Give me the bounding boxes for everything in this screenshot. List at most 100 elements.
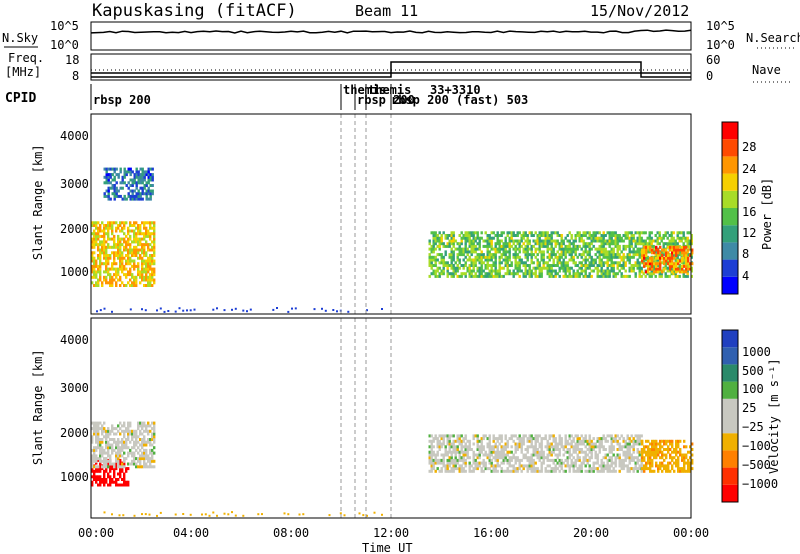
- velocity-echo-cell-ground-1643: [328, 514, 331, 517]
- velocity-echo-cell-58: [109, 480, 112, 484]
- power-echo-cell-809: [450, 255, 453, 259]
- power-echo-cell-1626: [594, 231, 597, 235]
- velocity-echo-cell-146: [95, 438, 98, 441]
- power-echo-cell-2118: [680, 261, 683, 265]
- velocity-echo-cell-1571: [679, 467, 682, 471]
- power-echo-cell-1562: [584, 269, 587, 273]
- velocity-echo-cell-55: [107, 461, 110, 465]
- velocity-echo-cell-ground-1633: [227, 513, 230, 516]
- power-echo-cell-1846: [632, 264, 635, 267]
- power-echo-cell-1111: [502, 244, 505, 248]
- power-echo-cell-1825: [628, 253, 631, 257]
- power-echo-cell-139: [107, 245, 110, 249]
- power-echo-cell-36: [95, 281, 98, 285]
- power-echo-cell-2078: [672, 231, 675, 235]
- power-echo-cell-933: [472, 258, 475, 262]
- velocity-echo-cell-339: [133, 451, 136, 455]
- power-echo-cell-1020: [486, 234, 489, 237]
- power-echo-cell-172: [111, 229, 114, 233]
- velocity-echo-cell-527: [442, 456, 445, 460]
- power-echo-cell-1285: [534, 247, 537, 251]
- velocity-echo-cell-857: [516, 469, 519, 473]
- velocity-echo-cell-268: [117, 424, 120, 428]
- velocity-echo-cell-1580: [681, 453, 684, 457]
- velocity-echo-cell-ground-1640: [287, 513, 290, 516]
- velocity-echo-cell-490: [432, 437, 435, 441]
- power-echo-cell-2176: [690, 239, 693, 243]
- power-cbtick-3: 16: [742, 205, 756, 219]
- power-echo-cell-1532: [578, 253, 581, 257]
- velocity-echo-cell-247: [115, 459, 118, 463]
- velocity-echo-cell-539: [444, 445, 447, 449]
- velocity-echo-cell-898: [526, 464, 529, 468]
- velocity-echo-cell-200: [105, 459, 108, 463]
- velocity-echo-cell-1222: [598, 450, 601, 454]
- velocity-echo-cell-1309: [618, 453, 621, 457]
- power-echo-cell-1669: [602, 264, 605, 267]
- power-echo-cell-1795: [622, 255, 625, 259]
- velocity-echo-cell-474: [430, 456, 433, 460]
- velocity-echo-cell-12: [95, 480, 98, 484]
- velocity-echo-cell-1160: [584, 458, 587, 462]
- power-echo-cell-987: [480, 250, 483, 254]
- power-echo-cell-610: [133, 181, 136, 185]
- velocity-echo-cell-194: [103, 435, 106, 439]
- velocity-echo-cell-66: [111, 478, 114, 481]
- velocity-echo-cell-805: [502, 448, 505, 451]
- power-echo-cell-774: [442, 255, 445, 259]
- xaxis-label: Time UT: [362, 541, 413, 554]
- velocity-echo-cell-751: [492, 467, 495, 471]
- power-echo-cell-345: [135, 254, 138, 257]
- power-echo-cell-80: [99, 243, 102, 247]
- power-echo-cell-68: [99, 278, 102, 282]
- power-echo-cell-1664: [600, 236, 603, 240]
- power-echo-cell-1050: [492, 264, 495, 267]
- velocity-echo-cell-860: [516, 456, 519, 460]
- power-echo-cell-2029: [664, 231, 667, 235]
- velocity-echo-cell-277: [119, 421, 122, 425]
- velocity-echo-cell-ground-1630: [212, 511, 215, 514]
- x-axis: 00:00 04:00 08:00 12:00 16:00 20:00 00:0…: [78, 526, 709, 554]
- power-echo-cell-1161: [512, 269, 515, 273]
- power-echo-cell-722: [432, 236, 435, 240]
- power-echo-cell-791: [446, 244, 449, 248]
- velocity-echo-cell-896: [526, 469, 529, 473]
- power-echo-cell-467: [149, 234, 152, 238]
- power-echo-cell-1866: [636, 261, 639, 265]
- power-echo-cell-1575: [586, 266, 589, 270]
- power-echo-cell-1629: [596, 269, 599, 273]
- power-echo-cell-124: [105, 251, 108, 255]
- power-echo-cell-1834: [630, 266, 633, 270]
- power-echo-cell-162: [111, 281, 114, 285]
- power-echo-cell-1650: [598, 231, 601, 235]
- power-echo-cell-660: [145, 194, 148, 198]
- velocity-echo-cell-909: [528, 458, 531, 462]
- velocity-echo-cell-89: [119, 472, 122, 476]
- velocity-echo-cell-1525: [667, 464, 670, 468]
- velocity-echo-cell-148: [95, 432, 98, 436]
- velocity-echo-cell-866: [518, 464, 521, 468]
- velocity-echo-cell-1554: [675, 453, 678, 457]
- power-echo-cell-1973: [654, 253, 657, 257]
- power-echo-cell-2267: [671, 270, 674, 274]
- power-echo-cell-409: [143, 248, 146, 252]
- velocity-echo-cell-409: [145, 448, 148, 452]
- power-echo-cell-621: [135, 173, 138, 177]
- power-echo-cell-30: [93, 234, 96, 238]
- power-echo-cell-1390: [552, 269, 555, 273]
- power-echo-cell-291: [127, 226, 130, 230]
- power-echo-cell-2293: [677, 259, 680, 263]
- velocity-echo-cell-632: [462, 450, 465, 454]
- power-echo-cell-4: [91, 264, 94, 268]
- velocity-echo-cell-403: [143, 421, 146, 425]
- power-echo-cell-1226: [524, 266, 527, 270]
- velocity-echo-cell-1529: [667, 445, 670, 449]
- velocity-echo-cell-1563: [677, 461, 680, 465]
- power-echo-cell-953: [474, 231, 477, 235]
- power-echo-cell-231: [119, 243, 122, 247]
- power-echo-cell-96: [101, 221, 104, 225]
- power-echo-cell-1273: [532, 266, 535, 270]
- velocity-echo-cell-1557: [675, 445, 678, 449]
- power-echo-cell-2296: [677, 245, 680, 249]
- velocity-echo-cell-1568: [677, 442, 680, 446]
